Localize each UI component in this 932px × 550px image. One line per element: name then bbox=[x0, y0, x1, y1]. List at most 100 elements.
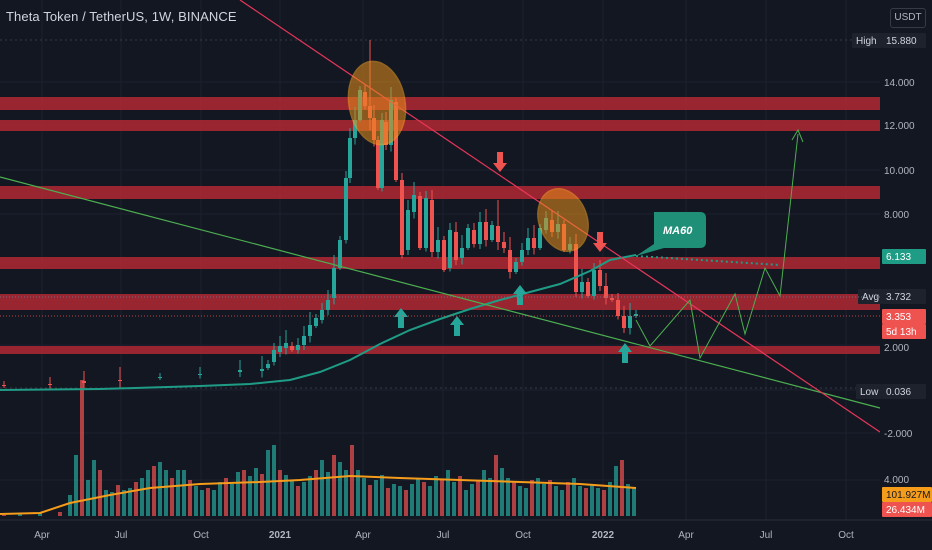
volume-bar bbox=[74, 455, 78, 516]
time-axis-bg bbox=[0, 520, 932, 550]
volume-bar bbox=[326, 472, 330, 516]
candle bbox=[406, 210, 410, 250]
volume-bar bbox=[80, 380, 84, 516]
candle bbox=[412, 195, 416, 212]
volume-bar bbox=[128, 488, 132, 516]
candle bbox=[296, 345, 300, 350]
candle bbox=[634, 314, 638, 316]
volume-bar bbox=[314, 470, 318, 516]
candle bbox=[418, 196, 422, 248]
volume-bar bbox=[446, 470, 450, 516]
volume-bar bbox=[98, 470, 102, 516]
volume-bar bbox=[458, 476, 462, 516]
volume-value bbox=[882, 502, 932, 517]
candle bbox=[260, 369, 264, 371]
volume-bar bbox=[236, 472, 240, 516]
volume-bar bbox=[518, 486, 522, 516]
candle bbox=[320, 310, 324, 320]
avg-value bbox=[882, 289, 926, 304]
candle bbox=[628, 316, 632, 328]
candle bbox=[490, 225, 494, 240]
time-tick-label: Oct bbox=[838, 530, 854, 541]
candle bbox=[118, 380, 122, 381]
volume-bar bbox=[146, 470, 150, 516]
low-tag bbox=[856, 384, 882, 399]
candle bbox=[460, 248, 464, 258]
candle bbox=[586, 282, 590, 296]
candle bbox=[284, 343, 288, 348]
volume-bar bbox=[284, 475, 288, 516]
volume-bar bbox=[158, 462, 162, 516]
candle bbox=[538, 228, 542, 248]
volume-bar bbox=[140, 478, 144, 516]
volume-bar bbox=[464, 490, 468, 516]
candle bbox=[376, 140, 380, 188]
volume-bar bbox=[344, 470, 348, 516]
candle bbox=[353, 120, 357, 138]
candle bbox=[198, 374, 202, 375]
price-tick-label: 14.000 bbox=[884, 78, 915, 89]
candle bbox=[598, 270, 602, 286]
candle bbox=[520, 250, 524, 262]
volume-bar bbox=[602, 490, 606, 516]
price-tick-label: 2.000 bbox=[884, 343, 909, 354]
candle bbox=[424, 198, 428, 248]
time-tick-label: 2022 bbox=[592, 530, 615, 541]
volume-bar bbox=[506, 478, 510, 516]
volume-bar bbox=[320, 460, 324, 516]
price-tick-label: 4.000 bbox=[884, 475, 909, 486]
volume-bar bbox=[494, 455, 498, 516]
volume-bar bbox=[170, 478, 174, 516]
price-tick-label: 12.000 bbox=[884, 121, 915, 132]
volume-bar bbox=[530, 480, 534, 516]
currency-button[interactable]: USDT bbox=[890, 8, 926, 28]
candle bbox=[592, 270, 596, 296]
volume-bar bbox=[194, 486, 198, 516]
volume-bar bbox=[212, 490, 216, 516]
volume-bar bbox=[350, 445, 354, 516]
volume-bar bbox=[206, 488, 210, 516]
candle bbox=[266, 364, 270, 368]
volume-bar bbox=[200, 490, 204, 516]
volume-bar bbox=[632, 488, 636, 516]
candle bbox=[580, 282, 584, 292]
volume-bar bbox=[398, 486, 402, 516]
candle bbox=[454, 232, 458, 260]
volume-bar bbox=[566, 482, 570, 516]
resistance-zones bbox=[0, 97, 880, 354]
time-tick-label: Apr bbox=[34, 530, 50, 541]
candle bbox=[478, 222, 482, 244]
ma60-line bbox=[0, 254, 637, 391]
candle bbox=[290, 346, 294, 350]
volume-bar bbox=[260, 474, 264, 516]
volume-bar bbox=[386, 488, 390, 516]
candle bbox=[82, 381, 86, 383]
candle bbox=[442, 240, 446, 270]
volume-bar bbox=[590, 484, 594, 516]
volume-bar bbox=[380, 475, 384, 516]
volume-bar bbox=[290, 480, 294, 516]
candle bbox=[308, 325, 312, 336]
candle bbox=[610, 298, 614, 300]
volume-bar bbox=[572, 478, 576, 516]
volume-bar bbox=[596, 488, 600, 516]
time-tick-label: 2021 bbox=[269, 530, 292, 541]
candle bbox=[472, 230, 476, 244]
resistance-zone bbox=[0, 120, 880, 131]
volume-bar bbox=[470, 484, 474, 516]
candle bbox=[400, 180, 404, 255]
volume-bar bbox=[482, 470, 486, 516]
volume-bar bbox=[614, 466, 618, 516]
volume-bar bbox=[488, 478, 492, 516]
volume-bar bbox=[428, 486, 432, 516]
volume-bar bbox=[2, 515, 6, 516]
candle bbox=[502, 242, 506, 248]
time-tick-label: Apr bbox=[678, 530, 694, 541]
volume-ma-value bbox=[882, 487, 932, 502]
candle bbox=[314, 318, 318, 326]
volume-bar bbox=[248, 476, 252, 516]
volume-bar bbox=[266, 450, 270, 516]
volume-bar bbox=[626, 484, 630, 516]
volume-ma-value-text: 101.927M bbox=[886, 490, 930, 501]
